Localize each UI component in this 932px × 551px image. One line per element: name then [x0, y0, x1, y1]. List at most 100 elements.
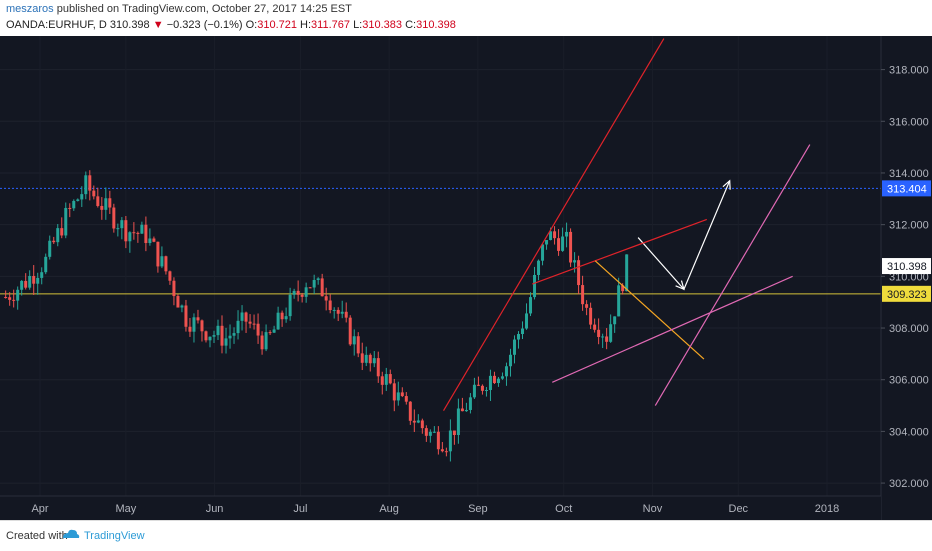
y-tick-label: 308.000 [889, 323, 929, 335]
candle-body [12, 299, 16, 301]
candle-body [344, 311, 348, 318]
y-tick-label: 304.000 [889, 426, 929, 438]
candle-body [396, 392, 400, 401]
candle-body [272, 329, 276, 333]
candle-body [440, 449, 444, 452]
candle-body [296, 290, 300, 295]
candle-body [480, 385, 484, 391]
candle-body [601, 336, 605, 338]
candle-body [152, 238, 156, 242]
time-axis[interactable]: Apr May Jun Jul Aug Sep Oct Nov Dec 2018 [31, 503, 839, 515]
y-tick-label: 316.000 [889, 116, 929, 128]
open-value: 310.721 [257, 19, 297, 31]
candle-body [48, 240, 52, 257]
candle-body [248, 321, 252, 324]
y-tick-label: 310.000 [889, 271, 929, 283]
candle-body [456, 408, 460, 435]
candle-body [585, 304, 589, 308]
y-tick-label: 306.000 [889, 375, 929, 387]
x-tick-label: Apr [31, 503, 48, 515]
y-tick-label: 318.000 [889, 65, 929, 77]
candle-body [537, 260, 541, 275]
candle-body [224, 338, 228, 346]
candle-body [160, 256, 164, 267]
footer: Created with TradingView [0, 520, 932, 551]
candle-body [336, 309, 340, 314]
tradingview-link[interactable]: TradingView [84, 530, 145, 542]
candle-body [64, 207, 68, 236]
candle-body [444, 451, 448, 453]
candle-body [545, 240, 549, 245]
y-tick-label: 314.000 [889, 168, 929, 180]
candle-body [284, 316, 288, 320]
candle-body [525, 313, 529, 329]
candle-body [108, 198, 112, 208]
candle-body [549, 231, 553, 241]
candle-body [200, 320, 204, 332]
high-value: 311.767 [311, 19, 350, 31]
candle-body [256, 323, 260, 336]
candle-body [188, 326, 192, 332]
price-axis[interactable]: 302.000 304.000 306.000 308.000 310.000 312.0… [881, 65, 929, 490]
y-tick-label: 302.000 [889, 478, 929, 490]
candle-body [436, 431, 440, 450]
candle-body [625, 254, 629, 292]
candle-body [28, 275, 32, 288]
candle-body [452, 430, 456, 435]
candle-body [208, 336, 212, 341]
candle-body [212, 335, 216, 337]
candle-body [292, 290, 296, 295]
red-trend-line [532, 218, 708, 285]
candle-body [288, 294, 292, 317]
orange-line [594, 260, 705, 360]
candle-body [176, 296, 180, 308]
down-triangle-icon: ▼ [152, 19, 164, 31]
candle-body [460, 408, 464, 412]
candle-body [100, 205, 104, 210]
time-scale[interactable] [0, 496, 881, 520]
candle-body [561, 236, 565, 251]
candle-body [412, 420, 416, 423]
candle-body [276, 312, 280, 330]
candle-body [428, 431, 432, 436]
candle-body [52, 240, 56, 243]
candle-body [593, 324, 597, 330]
candle-body [132, 232, 136, 234]
candle-body [304, 287, 308, 297]
pink-line [654, 144, 811, 406]
candle-body [236, 320, 240, 334]
price-chart[interactable]: 302.000 304.000 306.000 308.000 310.000 312.0… [0, 36, 932, 520]
candle-body [332, 309, 336, 311]
candle-body [140, 224, 144, 234]
symbol-line: OANDA:EURHUF, D 310.398 ▼ −0.323 (−0.1%)… [6, 19, 456, 31]
candle-body [60, 228, 64, 236]
candle-body [420, 420, 424, 429]
candle-body [416, 420, 420, 423]
candle-body [40, 272, 44, 278]
level-label-yellow-text: 309.323 [887, 289, 927, 301]
candle-body [172, 280, 176, 297]
candle-body [508, 354, 512, 367]
candle-body [621, 285, 625, 292]
candle-body [56, 228, 60, 243]
symbol-label: OANDA:EURHUF, D [6, 19, 107, 31]
open-label: O: [245, 19, 258, 31]
candle-body [216, 325, 220, 336]
candle-body [500, 376, 504, 379]
candle-body [553, 231, 557, 239]
y-tick-label: 312.000 [889, 220, 929, 232]
x-tick-label: Jun [206, 503, 224, 515]
author-link[interactable]: meszaros [6, 3, 54, 15]
price-scale[interactable] [881, 36, 932, 520]
tradingview-logo-icon [63, 529, 80, 538]
candle-body [328, 300, 332, 311]
candle-body [252, 323, 256, 325]
x-tick-label: Aug [379, 503, 399, 515]
x-tick-label: Jul [293, 503, 307, 515]
candle-body [148, 238, 152, 244]
candle-body [516, 334, 520, 340]
candle-body [368, 354, 372, 364]
x-tick-label: Sep [468, 503, 488, 515]
candle-body [68, 207, 72, 209]
candle-body [280, 312, 284, 320]
